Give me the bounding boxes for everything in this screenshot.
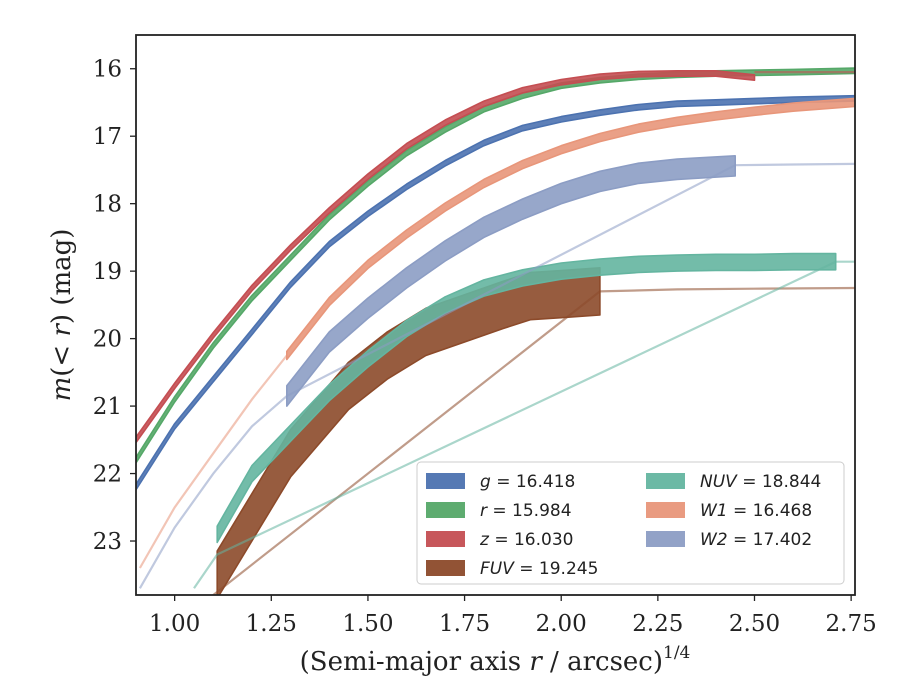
series-fuv-extrapolation (211, 286, 855, 595)
y-tick-label: 17 (93, 124, 122, 150)
legend-swatch-fuv (426, 560, 465, 576)
legend-label-name: r (480, 501, 488, 521)
legend-label-fuv: FUV = 19.245 (480, 559, 598, 579)
legend-label-z: z = 16.030 (479, 530, 573, 550)
legend-label-value: = 16.468 (728, 501, 813, 521)
x-tick-label: 1.00 (149, 611, 200, 637)
legend-label-r: r = 15.984 (480, 501, 572, 521)
ticks-layer: 1.00 1.25 1.50 1.75 2.00 2.25 2.50 2.75 16 17 18 19… (93, 57, 877, 637)
series-w2-band (286, 155, 736, 407)
legend-label-value: = 19.245 (514, 559, 599, 579)
legend-label-name: FUV (480, 559, 515, 579)
y-axis-label-text: ) (mag) (47, 229, 77, 325)
y-axis-label-variable: < r (47, 323, 77, 367)
series-w2-extrapolation (138, 162, 855, 589)
legend-label-name: W2 (700, 530, 728, 550)
legend-label-w1: W1 = 16.468 (700, 501, 812, 521)
y-tick-label: 18 (93, 192, 122, 218)
legend-label-name: z (479, 530, 490, 550)
series-w1-extrapolation (138, 354, 288, 569)
y-tick-label: 19 (93, 259, 122, 285)
y-tick-label: 16 (93, 57, 122, 83)
legend-label-value: = 17.402 (728, 530, 813, 550)
y-axis-label-variable: m (47, 377, 77, 402)
x-axis-label-text: / arcsec) (542, 647, 663, 677)
legend-swatch-g (426, 473, 465, 489)
legend-swatch-z (426, 531, 465, 547)
series-nuv-band (216, 252, 837, 544)
x-axis-label-exponent: 1/4 (663, 643, 690, 663)
x-tick-label: 2.75 (826, 611, 877, 637)
x-tick-label: 1.50 (342, 611, 393, 637)
legend-label-value: = 16.418 (491, 472, 576, 492)
plot-frame (135, 34, 856, 596)
x-axis-label-text: (Semi-major axis (300, 647, 530, 677)
x-tick-label: 2.50 (729, 611, 780, 637)
series-nuv-extrapolation (193, 260, 855, 589)
x-tick-label: 1.75 (439, 611, 490, 637)
x-axis-label: (Semi-major axis r / arcsec)1/4 (300, 643, 691, 677)
legend-swatch-w2 (646, 531, 685, 547)
series-layer (136, 67, 855, 595)
x-axis-label-variable: r (529, 647, 543, 677)
legend-swatch-r (426, 502, 465, 518)
x-tick-label: 1.25 (246, 611, 297, 637)
legend-frame (416, 461, 845, 585)
series-w1-band (286, 97, 855, 361)
legend-label-g: g = 16.418 (480, 472, 575, 492)
legend-swatch-w1 (646, 502, 685, 518)
y-tick-label: 20 (93, 327, 122, 353)
y-axis-label: m(< r) (mag) (47, 229, 77, 402)
y-tick-label: 22 (93, 462, 122, 488)
legend-label-value: = 15.984 (487, 501, 572, 521)
series-g-band (136, 94, 855, 491)
legend-swatch-nuv (646, 473, 685, 489)
legend-label-value: = 18.844 (737, 472, 822, 492)
legend-label-name: W1 (700, 501, 728, 521)
y-tick-label: 23 (93, 529, 122, 555)
y-axis-label-text: ( (47, 367, 77, 377)
legend-label-value: = 16.030 (489, 530, 574, 550)
legend-label-nuv: NUV = 18.844 (700, 472, 821, 492)
legend-label-name: NUV (700, 472, 738, 492)
series-r-band (136, 67, 855, 464)
legend-label-w2: W2 = 17.402 (700, 530, 812, 550)
x-tick-label: 2.25 (632, 611, 683, 637)
y-tick-label: 21 (93, 394, 122, 420)
legend-label-name: g (480, 472, 491, 492)
series-z-band (136, 70, 756, 444)
x-tick-label: 2.00 (536, 611, 587, 637)
